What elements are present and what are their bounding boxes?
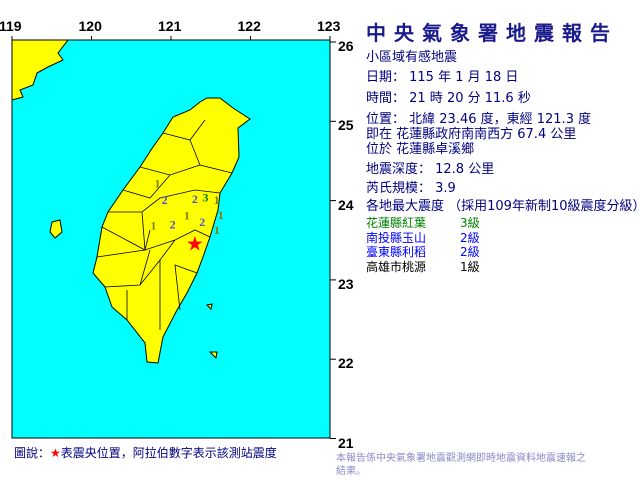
report-time: 時間： 21 時 20 分 11.6 秒 [366,91,531,106]
station-intensity: 1級 [460,259,480,274]
lat-label: 26 [338,38,354,54]
station-intensity: 2級 [460,245,480,259]
lon-label: 120 [78,18,102,34]
china-coast [11,39,70,101]
station-name: 南投縣玉山 [366,230,427,245]
station-name: 高雄市桃源 [366,259,427,274]
intensity-mark: 3 [202,191,208,205]
intensity-mark: 1 [218,208,224,222]
star-icon: ★ [50,446,61,460]
lon-label: 121 [158,18,182,34]
lat-label: 25 [338,117,354,134]
lon-label: 123 [317,18,341,34]
station-name: 花蓮縣紅葉 [366,216,427,230]
report-magnitude: 芮氏規模： 3.9 [366,181,456,196]
report-relative-location: 即在 花蓮縣政府南南西方 67.4 公里 [366,127,577,142]
lon-label: 119 [0,18,22,34]
report-title: 中央氣象署地震報告 [366,21,618,45]
county-borders [96,119,233,330]
lat-label: 22 [338,355,354,372]
intensity-marks: 121 21 22 3 111★ [151,176,224,255]
intensity-mark: 1 [214,193,220,207]
station-intensity: 3級 [460,216,480,230]
orchid-island [208,351,218,360]
intensity-mark: 1 [151,218,157,232]
intensity-mark: 2 [192,192,198,206]
lon-label: 122 [237,18,261,34]
intensity-mark: 2 [162,193,168,207]
map-legend: 圖說：★表震央位置，阿拉伯數字表示該測站震度 [14,444,277,461]
report-date: 日期： 115 年 1 月 18 日 [366,70,519,85]
epicenter-star-icon: ★ [186,231,204,255]
intensity-mark: 1 [184,209,190,223]
report-subtitle: 小區域有感地震 [366,50,458,65]
report-depth: 地震深度： 12.8 公里 [366,162,495,177]
station-name: 臺東縣利稻 [366,245,427,259]
legend-text: 表震央位置，阿拉伯數字表示該測站震度 [60,446,277,460]
intensity-header: 各地最大震度 （採用109年新制10級震度分級） [366,199,640,214]
intensity-mark: 2 [199,215,205,229]
intensity-mark: 1 [214,223,220,237]
legend-prefix: 圖說： [14,446,51,460]
station-intensity: 2級 [460,230,480,245]
axis-ticks [11,36,336,439]
taiwan-island [92,97,251,364]
footnote: 本報告係中央氣象署地震觀測網即時地震資料地震速報之結果。 [336,453,586,477]
green-island [205,303,213,311]
penghu-islands [49,219,63,239]
lat-label: 21 [338,434,354,451]
report-location: 位置： 北緯 23.46 度，東經 121.3 度 [366,112,592,127]
intensity-mark: 1 [154,176,160,190]
lat-label: 23 [338,275,354,292]
intensity-mark: 2 [170,218,176,232]
lat-label: 24 [338,196,354,213]
report-township: 位於 花蓮縣卓溪鄉 [366,142,475,157]
